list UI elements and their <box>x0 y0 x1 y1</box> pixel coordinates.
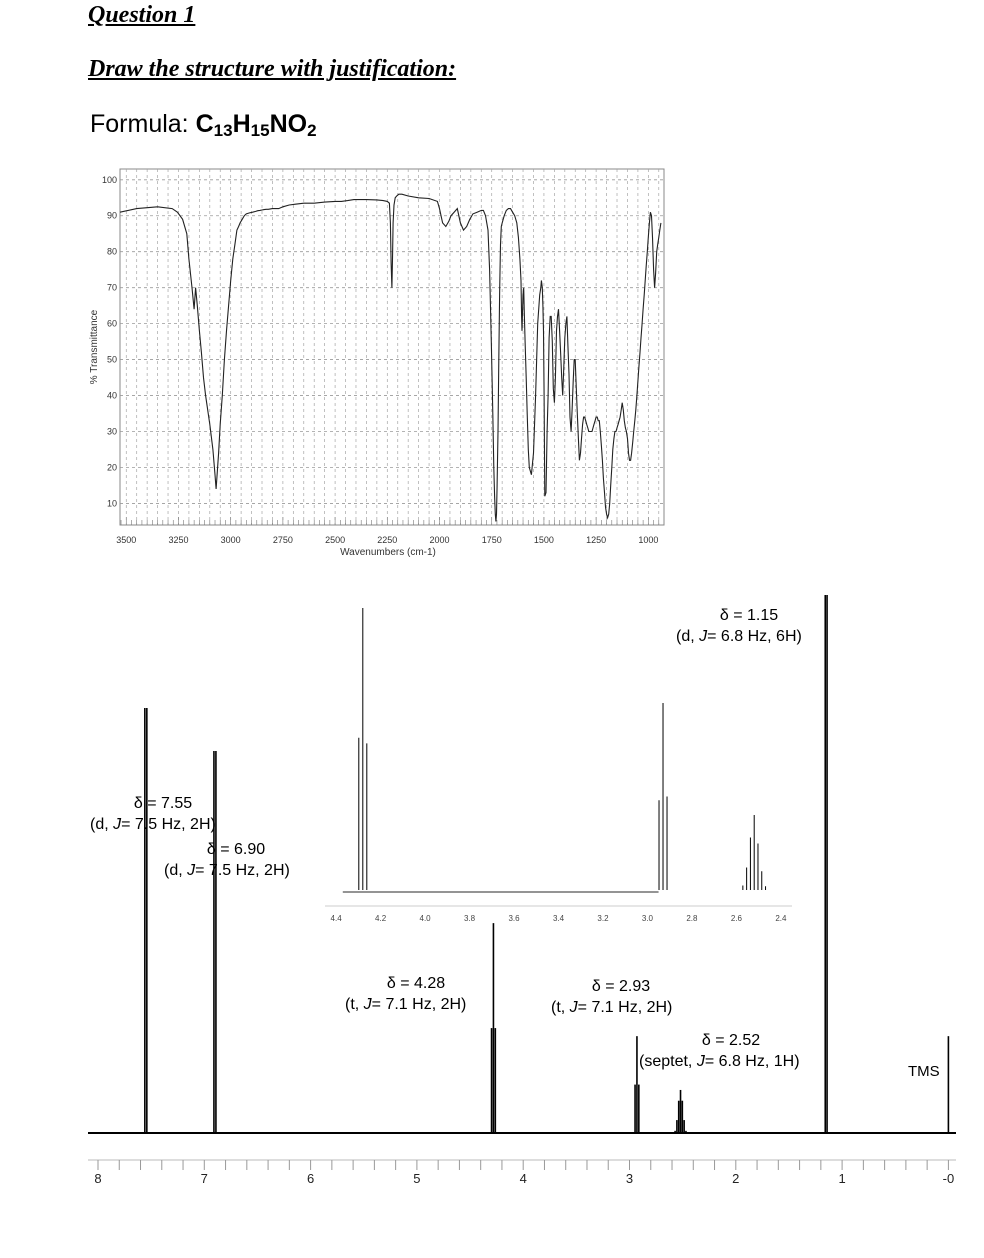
ir-y-axis-label: % Transmittance <box>89 309 100 384</box>
annotation-4-28: δ = 4.28 (t, J= 7.1 Hz, 2H) <box>345 975 467 1013</box>
ir-xtick-label: 1500 <box>534 535 554 545</box>
nmr-xtick-label: 4 <box>520 1171 527 1186</box>
tms-label: TMS <box>908 1063 940 1080</box>
ir-ytick-label: 10 <box>107 498 117 508</box>
nmr-peak-7-55 <box>144 707 148 1133</box>
formula-value: C13H15NO2 <box>195 110 317 140</box>
molecular-formula: Formula: C13H15NO2 <box>90 110 317 140</box>
annotation-7-55: δ = 7.55 (d, J= 7.5 Hz, 2H) <box>90 795 216 833</box>
nmr-peak-4-28 <box>490 923 497 1133</box>
inset-xtick-label: 4.0 <box>420 914 432 923</box>
inset-xtick-label: 2.6 <box>731 914 743 923</box>
inset-xtick-label: 2.8 <box>686 914 698 923</box>
inset-xtick-label: 4.4 <box>331 914 343 923</box>
ir-xtick-label: 1250 <box>586 535 606 545</box>
annotation-2-93: δ = 2.93 (t, J= 7.1 Hz, 2H) <box>551 978 673 1016</box>
ir-xtick-label: 2750 <box>273 535 293 545</box>
ir-x-axis-label: Wavenumbers (cm-1) <box>340 547 436 558</box>
nmr-xtick-label: 8 <box>94 1171 101 1186</box>
ir-spectrum-trace <box>119 193 662 522</box>
ir-xtick-label: 2250 <box>377 535 397 545</box>
nmr-peak-6-9 <box>213 751 217 1133</box>
inset-xtick-label: 3.6 <box>508 914 520 923</box>
inset-xtick-label: 3.4 <box>553 914 565 923</box>
ir-plot-frame <box>119 168 665 526</box>
annotation-2-52: δ = 2.52 (septet, J= 6.8 Hz, 1H) <box>639 1032 800 1070</box>
inset-xtick-label: 2.4 <box>775 914 787 923</box>
nmr-inset: 4.4 4.2 4.0 3.8 3.6 3.4 3.2 3.0 2.8 2.6 2.4 <box>325 608 792 923</box>
nmr-xtick-label: 2 <box>732 1171 739 1186</box>
ir-ytick-label: 30 <box>107 427 117 437</box>
nmr-peak-2-93 <box>634 1036 640 1133</box>
nmr-xtick-label: 7 <box>201 1171 208 1186</box>
question-title: Question 1 <box>88 2 196 28</box>
ir-xtick-label: 2000 <box>429 535 449 545</box>
inset-xtick-label: 3.0 <box>642 914 654 923</box>
instruction-text: Draw the structure with justification: <box>88 56 457 82</box>
nmr-xtick-label: 3 <box>626 1171 633 1186</box>
nmr-peak-1-15 <box>824 595 828 1133</box>
inset-peak-4-28 <box>358 608 368 890</box>
ir-ytick-label: 90 <box>107 211 117 221</box>
inset-xtick-label: 3.2 <box>597 914 609 923</box>
nmr-peak-2-52 <box>674 1089 687 1133</box>
ir-ytick-label: 70 <box>107 283 117 293</box>
formula-label: Formula: <box>90 110 189 138</box>
ir-ytick-label: 50 <box>107 355 117 365</box>
ir-ytick-label: 20 <box>107 462 117 472</box>
ir-xtick-label: 1000 <box>638 535 658 545</box>
ir-spectrum-chart: 10 20 30 40 50 60 70 80 90 100 3500 3250 3000 2750 250… <box>89 168 665 558</box>
ir-xtick-label: 2500 <box>325 535 345 545</box>
inset-peak-2-52 <box>742 815 767 890</box>
nmr-xtick-label: 6 <box>307 1171 314 1186</box>
ir-xtick-label: 1750 <box>482 535 502 545</box>
ir-ytick-label: 40 <box>107 391 117 401</box>
nmr-xtick-label: -0 <box>943 1171 955 1186</box>
inset-xtick-label: 3.8 <box>464 914 476 923</box>
inset-xtick-label: 4.2 <box>375 914 387 923</box>
ir-xtick-label: 3500 <box>116 535 136 545</box>
annotation-6-90: δ = 6.90 (d, J= 7.5 Hz, 2H) <box>164 841 290 879</box>
nmr-xtick-label: 5 <box>413 1171 420 1186</box>
nmr-xtick-label: 1 <box>838 1171 845 1186</box>
ir-xtick-label: 3000 <box>221 535 241 545</box>
ir-ytick-label: 100 <box>102 175 117 185</box>
inset-peak-2-93 <box>658 703 668 890</box>
ir-ytick-label: 60 <box>107 319 117 329</box>
annotation-1-15: δ = 1.15 (d, J= 6.8 Hz, 6H) <box>676 607 802 645</box>
ir-ytick-label: 80 <box>107 247 117 257</box>
ir-xtick-label: 3250 <box>168 535 188 545</box>
